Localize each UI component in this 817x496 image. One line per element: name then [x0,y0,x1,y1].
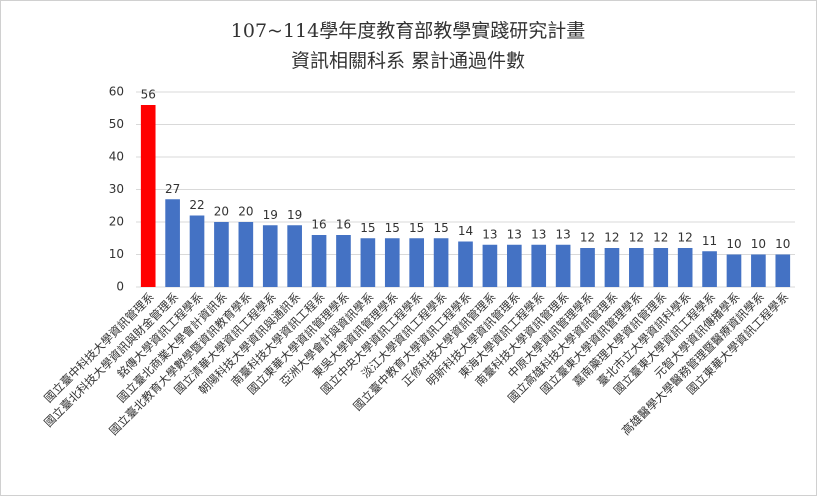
bar [140,105,156,287]
data-label: 56 [141,88,156,102]
bar [751,254,766,287]
data-label: 15 [360,221,375,235]
y-tick-label: 0 [116,280,124,294]
bar [409,238,425,287]
bar [726,254,742,287]
data-label: 10 [726,237,741,251]
bar [702,251,717,287]
data-label: 14 [458,224,473,238]
data-label: 13 [555,227,570,241]
bar [458,241,473,287]
data-label: 15 [385,221,400,235]
bar [677,248,693,287]
bar [311,235,327,287]
data-label: 20 [214,205,229,219]
bar [262,225,278,287]
data-label: 12 [653,231,668,245]
data-label: 20 [238,205,253,219]
bar [506,244,522,287]
data-label: 19 [287,208,302,222]
bar [604,248,620,287]
bar [165,199,180,287]
data-label: 12 [678,231,693,245]
data-label: 12 [580,231,595,245]
bar [360,238,376,287]
bar [384,238,400,287]
data-label: 13 [507,227,522,241]
data-label: 27 [165,182,180,196]
data-label: 13 [531,227,546,241]
data-label: 10 [775,237,790,251]
bar [336,235,351,287]
data-label: 10 [751,237,766,251]
bar [189,215,205,287]
data-label: 12 [604,231,619,245]
data-label: 15 [433,221,448,235]
bar [531,244,547,287]
chart-subtitle: 資訊相關科系 累計通過件數 [291,50,525,72]
data-label: 19 [263,208,278,222]
bar [629,248,644,287]
y-tick-label: 20 [109,215,124,229]
bar [238,222,254,287]
y-tick-label: 10 [109,247,124,261]
data-label: 22 [189,198,204,212]
bar [580,248,595,287]
chart-title: 107~114學年度教育部教學實踐研究計畫 [231,20,585,42]
bar [482,244,498,287]
y-tick-label: 40 [109,150,124,164]
bar [433,238,449,287]
data-label: 11 [702,234,717,248]
data-label: 13 [482,227,497,241]
bar [287,225,302,287]
data-label: 12 [629,231,644,245]
bar [653,248,669,287]
data-label: 15 [409,221,424,235]
data-label: 16 [311,218,326,232]
data-label: 16 [336,218,351,232]
bar [555,244,571,287]
y-tick-label: 60 [109,85,124,99]
y-tick-label: 30 [109,182,124,196]
bar [214,222,229,287]
bar [775,254,791,287]
y-tick-label: 50 [109,117,124,131]
